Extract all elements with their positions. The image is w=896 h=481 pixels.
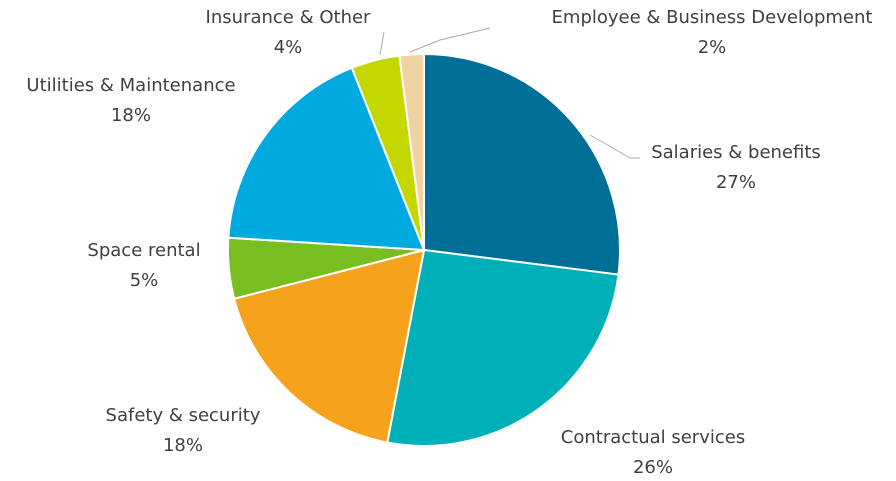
leader-line — [379, 31, 385, 56]
leader-line — [409, 27, 491, 53]
pie-slice — [398, 52, 425, 251]
slice-label: Utilities & Maintenance — [26, 75, 235, 96]
slice-label: Insurance & Other — [206, 7, 372, 28]
slice-value-label: 26% — [633, 457, 673, 478]
pie-slice — [423, 52, 621, 276]
slice-label: Salaries & benefits — [651, 142, 821, 163]
pie-slice — [227, 66, 426, 252]
slice-label: Safety & security — [106, 405, 261, 426]
slice-label: Space rental — [87, 240, 200, 261]
slice-value-label: 18% — [163, 435, 203, 456]
pie-slice — [386, 248, 620, 447]
pie-slice — [232, 248, 426, 444]
slice-value-label: 27% — [716, 172, 756, 193]
slice-value-label: 5% — [130, 270, 159, 291]
slice-label: Employee & Business Development — [552, 7, 873, 28]
slice-label: Contractual services — [561, 427, 745, 448]
slice-value-label: 18% — [111, 105, 151, 126]
slice-value-label: 2% — [698, 37, 727, 58]
slice-value-label: 4% — [274, 37, 303, 58]
leader-line — [589, 134, 640, 159]
